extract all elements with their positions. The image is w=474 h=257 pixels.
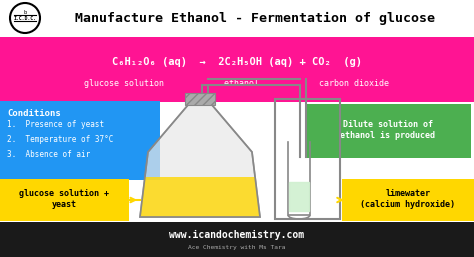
Text: 3.  Absence of air: 3. Absence of air xyxy=(7,150,90,159)
FancyBboxPatch shape xyxy=(185,93,215,105)
Text: glucose solution +
yeast: glucose solution + yeast xyxy=(19,189,109,209)
Text: Ace Chemistry with Ms Tara: Ace Chemistry with Ms Tara xyxy=(188,245,286,251)
FancyBboxPatch shape xyxy=(0,179,129,221)
Text: 2.  Temperature of 37°C: 2. Temperature of 37°C xyxy=(7,135,113,144)
Text: glucose solution            ethanol            carbon dioxide: glucose solution ethanol carbon dioxide xyxy=(84,78,390,87)
Polygon shape xyxy=(140,105,260,217)
Text: C₆H₁₂O₆ (aq)  →  2C₂H₅OH (aq) + CO₂  (g): C₆H₁₂O₆ (aq) → 2C₂H₅OH (aq) + CO₂ (g) xyxy=(112,57,362,67)
FancyBboxPatch shape xyxy=(305,104,471,158)
FancyBboxPatch shape xyxy=(342,179,474,221)
FancyBboxPatch shape xyxy=(0,101,160,180)
FancyBboxPatch shape xyxy=(0,222,474,257)
Text: Manufacture Ethanol - Fermentation of glucose: Manufacture Ethanol - Fermentation of gl… xyxy=(75,12,435,24)
FancyBboxPatch shape xyxy=(0,37,474,102)
Text: b: b xyxy=(23,10,27,14)
Polygon shape xyxy=(140,177,260,217)
Text: limewater
(calcium hydroxide): limewater (calcium hydroxide) xyxy=(361,189,456,209)
FancyBboxPatch shape xyxy=(0,0,474,37)
Circle shape xyxy=(10,3,40,33)
Text: 1.  Presence of yeast: 1. Presence of yeast xyxy=(7,120,104,129)
Polygon shape xyxy=(289,182,309,211)
Text: www.icandochemistry.com: www.icandochemistry.com xyxy=(169,230,305,240)
FancyBboxPatch shape xyxy=(0,102,474,222)
Text: I.C.D.C.: I.C.D.C. xyxy=(13,15,36,21)
Text: Dilute solution of
ethanol is produced: Dilute solution of ethanol is produced xyxy=(340,120,436,140)
Text: Conditions: Conditions xyxy=(7,109,61,118)
